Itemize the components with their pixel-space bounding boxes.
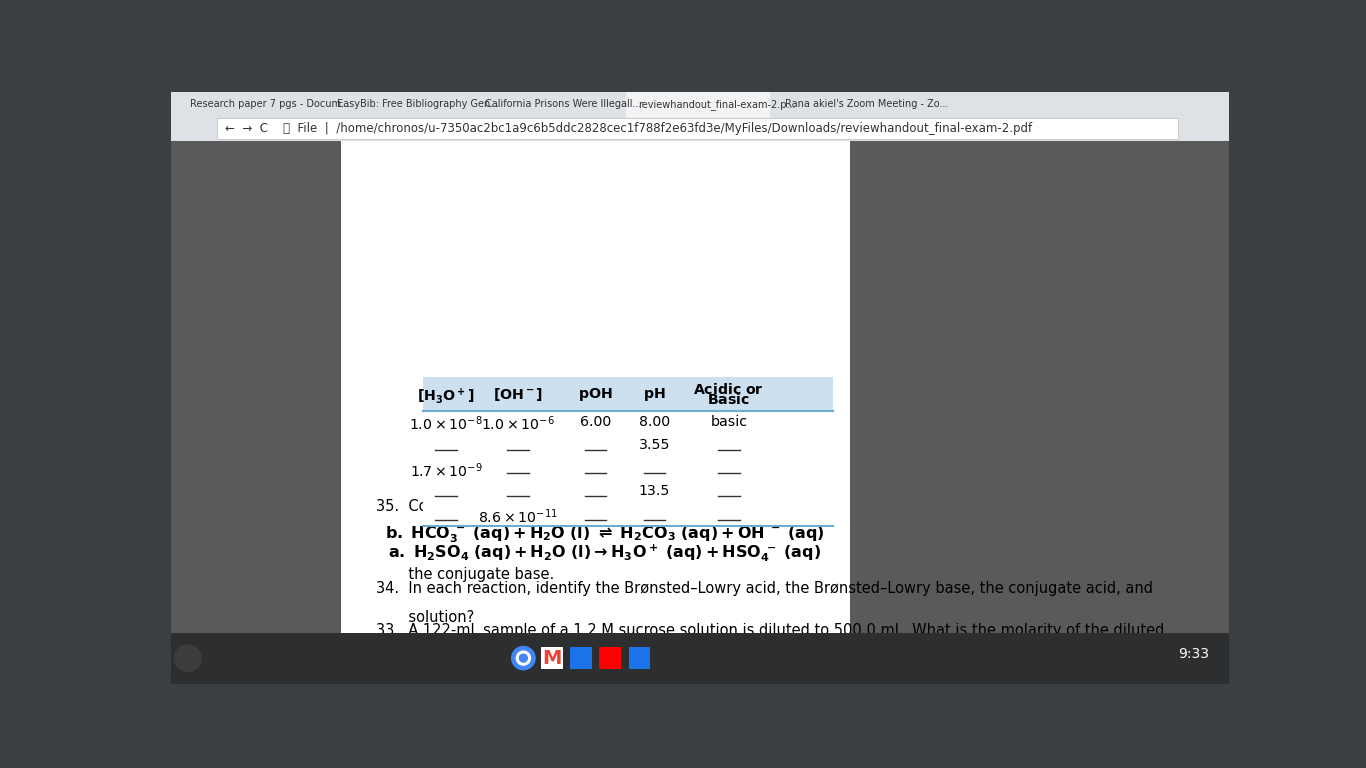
Text: $\mathbf{a.}$ $\mathbf{H_2SO_4}$ $\mathbf{(aq) + H_2O\ (}$$\mathit{\mathbf{l}}$$: $\mathbf{a.}$ $\mathbf{H_2SO_4}$ $\mathb…: [388, 543, 821, 564]
Text: $\mathbf{Acidic\ or}$: $\mathbf{Acidic\ or}$: [694, 382, 764, 397]
Circle shape: [173, 644, 202, 672]
Text: 34.  In each reaction, identify the Brønsted–Lowry acid, the Brønsted–Lowry base: 34. In each reaction, identify the Brøns…: [376, 581, 1153, 596]
Text: 6.00: 6.00: [579, 415, 611, 429]
Text: 8.00: 8.00: [639, 415, 669, 429]
Text: $\mathbf{[H_3O^+]}$: $\mathbf{[H_3O^+]}$: [417, 386, 475, 406]
Bar: [600, 647, 622, 669]
Text: $1.7 \times 10^{-9}$: $1.7 \times 10^{-9}$: [410, 461, 482, 479]
Text: 3.55: 3.55: [638, 438, 671, 452]
Bar: [850, 141, 1229, 634]
Text: M: M: [542, 649, 561, 667]
Text: ←  →  C    ⓘ  File  |  /home/chronos/u-7350ac2bc1a9c6b5ddc2828cec1f788f2e63fd3e/: ← → C ⓘ File | /home/chronos/u-7350ac2bc…: [225, 122, 1033, 135]
Text: the conjugate base.: the conjugate base.: [376, 568, 555, 582]
Bar: [171, 141, 342, 634]
Text: 13.5: 13.5: [639, 484, 671, 498]
Circle shape: [515, 650, 531, 666]
Text: 33.  A 122-mL sample of a 1.2 M sucrose solution is diluted to 500.0 mL. What is: 33. A 122-mL sample of a 1.2 M sucrose s…: [376, 624, 1164, 638]
Bar: [541, 647, 563, 669]
Bar: [171, 92, 1229, 141]
Text: $8.6 \times 10^{-11}$: $8.6 \times 10^{-11}$: [478, 507, 557, 526]
Bar: [628, 647, 650, 669]
Text: Research paper 7 pgs - Docum...: Research paper 7 pgs - Docum...: [190, 100, 350, 110]
Circle shape: [511, 646, 535, 670]
Text: $\mathbf{b.}$ $\mathbf{HCO_3^{\ -}}$ $\mathbf{(aq) + H_2O\ (}$$\mathit{\mathbf{l: $\mathbf{b.}$ $\mathbf{HCO_3^{\ -}}$ $\m…: [385, 525, 825, 545]
Bar: [627, 92, 770, 118]
Text: $\mathbf{pH}$: $\mathbf{pH}$: [643, 386, 665, 403]
Circle shape: [519, 654, 529, 663]
Text: EasyBib: Free Bibliography Gen...: EasyBib: Free Bibliography Gen...: [337, 100, 500, 110]
Text: solution?: solution?: [376, 610, 474, 624]
Text: California Prisons Were Illegall...: California Prisons Were Illegall...: [485, 100, 641, 110]
Text: Rana akiel's Zoom Meeting - Zo...: Rana akiel's Zoom Meeting - Zo...: [785, 100, 949, 110]
Text: $1.0 \times 10^{-6}$: $1.0 \times 10^{-6}$: [481, 415, 555, 433]
Bar: [342, 141, 850, 634]
Text: $\mathbf{pOH}$: $\mathbf{pOH}$: [578, 386, 613, 403]
Bar: [217, 118, 1179, 139]
Text: $\mathbf{[OH^-]}$: $\mathbf{[OH^-]}$: [493, 386, 544, 403]
Text: $\mathbf{Basic}$: $\mathbf{Basic}$: [708, 392, 750, 408]
Bar: [422, 411, 833, 526]
Bar: [422, 377, 833, 411]
Bar: [171, 634, 1229, 684]
Text: 9:33: 9:33: [1179, 647, 1209, 661]
Text: reviewhandout_final-exam-2.p...: reviewhandout_final-exam-2.p...: [638, 99, 795, 110]
Text: basic: basic: [710, 415, 747, 429]
Text: $1.0 \times 10^{-8}$: $1.0 \times 10^{-8}$: [408, 415, 482, 433]
Text: 35.  Complete the table. (The first row is completed for you.): 35. Complete the table. (The first row i…: [376, 498, 822, 514]
Bar: [570, 647, 591, 669]
